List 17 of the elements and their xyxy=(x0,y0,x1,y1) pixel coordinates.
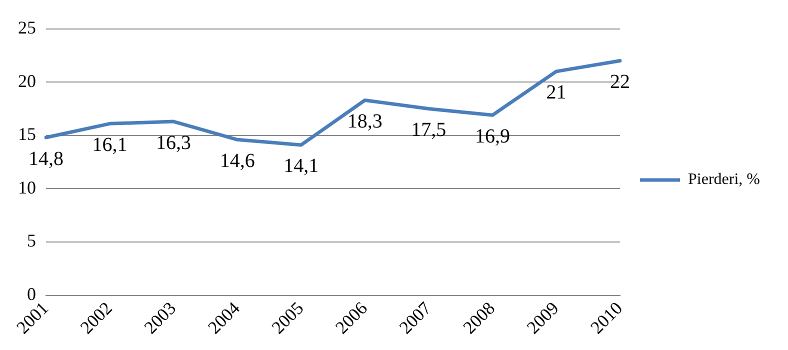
data-label: 17,5 xyxy=(411,118,446,141)
y-tick-label: 10 xyxy=(18,177,36,198)
y-tick-label: 25 xyxy=(18,18,36,38)
data-label: 16,1 xyxy=(92,134,128,156)
data-label: 21 xyxy=(546,82,566,104)
data-label: 14,6 xyxy=(220,150,255,172)
data-label: 14,1 xyxy=(284,155,319,178)
y-tick-label: 20 xyxy=(18,70,36,91)
data-label: 16,3 xyxy=(156,132,192,154)
data-label: 14,8 xyxy=(28,148,64,170)
data-label: 22 xyxy=(610,71,630,94)
data-label: 16,9 xyxy=(474,125,510,148)
y-tick-label: 15 xyxy=(18,124,36,144)
y-tick-label: 0 xyxy=(27,284,36,304)
y-tick-label: 5 xyxy=(27,230,36,251)
legend-label: Pierderi, % xyxy=(688,171,760,188)
data-label: 18,3 xyxy=(347,110,382,132)
